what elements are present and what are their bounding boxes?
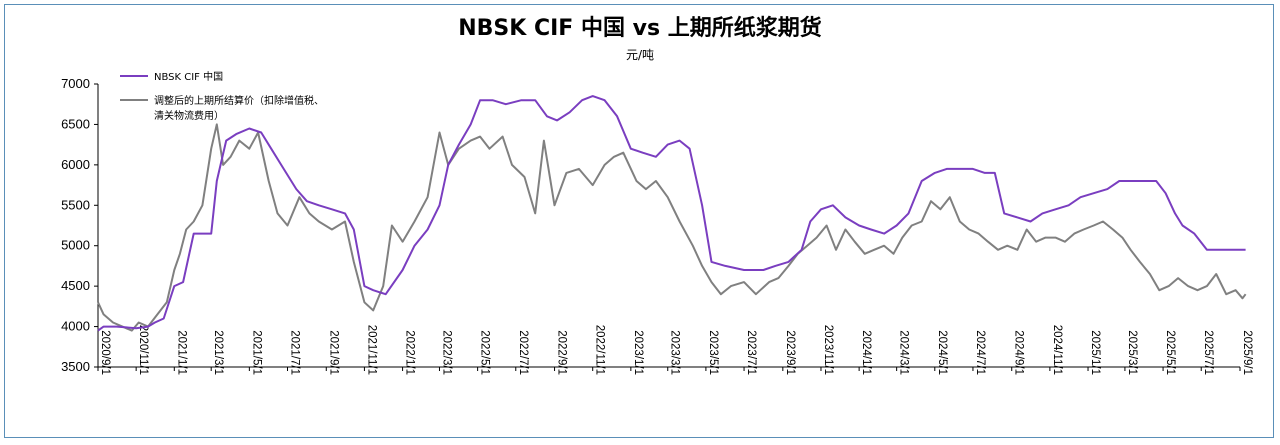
y-tick-label: 5000	[61, 238, 90, 253]
x-tick-label: 2025/7/1	[1202, 330, 1214, 375]
x-tick-label: 2024/11/1	[1051, 325, 1063, 375]
x-tick-label: 2022/3/1	[440, 330, 452, 375]
series-line-nbsk-cif	[97, 95, 1246, 332]
y-tick-label: 3500	[61, 359, 90, 374]
y-tick-label: 4500	[61, 278, 90, 293]
x-tick-label: 2021/9/1	[327, 330, 339, 375]
x-tick-label: 2024/7/1	[974, 330, 986, 375]
x-tick-label: 2022/7/1	[517, 330, 529, 375]
x-tick-label: 2024/5/1	[936, 330, 948, 375]
x-tick-label: 2023/11/1	[822, 325, 834, 375]
axes: 7000 6500 6000 5500 5000 4500 4000 3500 2020/9/1…	[61, 76, 1253, 375]
chart-title: NBSK CIF 中国 vs 上期所纸浆期货	[458, 16, 822, 41]
series-line-shfe-adjusted	[97, 123, 1247, 332]
x-tick-label: 2022/9/1	[556, 330, 568, 375]
chart-frame	[4, 4, 1274, 438]
x-tick-label: 2025/3/1	[1126, 330, 1138, 375]
x-tick-label: 2022/5/1	[479, 330, 491, 375]
x-tick-label: 2021/3/1	[212, 330, 224, 375]
x-tick-label: 2023/5/1	[707, 330, 719, 375]
y-tick-label: 6000	[61, 157, 90, 172]
legend-label-nbsk: NBSK CIF 中国	[154, 70, 223, 83]
legend-label-shfe: 调整后的上期所结算价（扣除增值税、清关物流费用）	[154, 94, 324, 122]
x-tick-label: 2021/11/1	[365, 325, 377, 375]
y-tick-label: 7000	[61, 76, 90, 91]
x-tick-label: 2024/1/1	[860, 330, 872, 375]
x-tick-label: 2024/3/1	[898, 330, 910, 375]
x-tick-label: 2025/5/1	[1164, 330, 1176, 375]
x-tick-label: 2020/11/1	[137, 325, 149, 375]
x-tick-label: 2022/1/1	[404, 330, 416, 375]
x-tick-label: 2023/3/1	[669, 330, 681, 375]
x-tick-label: 2023/7/1	[745, 330, 757, 375]
x-tick-label: 2025/1/1	[1089, 330, 1101, 375]
series-group	[97, 95, 1247, 332]
chart-subtitle: 元/吨	[625, 48, 655, 62]
x-tick-label: 2023/1/1	[632, 330, 644, 375]
x-tick-label: 2021/1/1	[175, 330, 187, 375]
x-tick-label: 2022/11/1	[594, 325, 606, 375]
x-tick-label: 2025/9/1	[1241, 330, 1253, 375]
y-tick-label: 6500	[61, 116, 90, 131]
x-tick-label: 2023/9/1	[784, 330, 796, 375]
x-tick-label: 2024/9/1	[1013, 330, 1025, 375]
y-tick-label: 5500	[61, 197, 90, 212]
y-tick-label: 4000	[61, 319, 90, 334]
x-tick-label: 2020/9/1	[99, 330, 111, 375]
x-tick-label: 2021/7/1	[288, 330, 300, 375]
x-tick-label: 2021/5/1	[250, 330, 262, 375]
